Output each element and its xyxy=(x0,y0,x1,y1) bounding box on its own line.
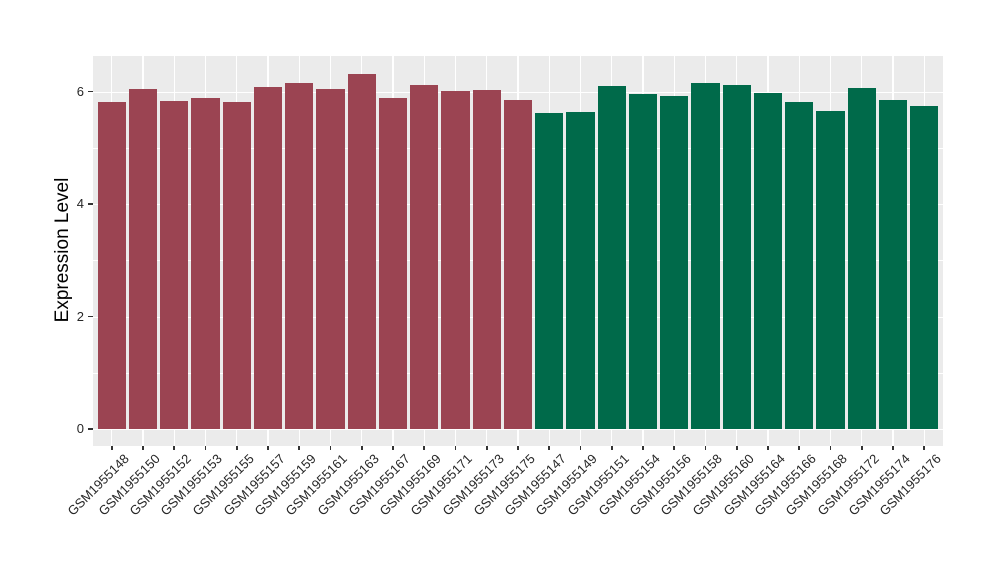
bar-GSM1955175 xyxy=(503,99,533,429)
x-tick-mark xyxy=(329,446,332,450)
bar-GSM1955169 xyxy=(410,84,439,429)
bar-GSM1955148 xyxy=(97,102,126,429)
x-tick-mark xyxy=(485,446,488,450)
bar-GSM1955160 xyxy=(722,85,751,429)
bar-GSM1955164 xyxy=(753,93,783,429)
bar-GSM1955161 xyxy=(316,89,345,429)
x-tick-mark xyxy=(892,446,894,450)
x-tick-mark xyxy=(767,446,769,450)
x-tick-mark xyxy=(298,446,301,450)
bar-GSM1955166 xyxy=(785,102,814,429)
y-tick-label: 6 xyxy=(76,83,84,99)
bar-GSM1955153 xyxy=(191,98,220,429)
x-tick-mark xyxy=(704,446,707,450)
x-tick-mark xyxy=(673,446,676,450)
bar-GSM1955149 xyxy=(566,111,595,429)
x-tick-mark xyxy=(110,446,113,450)
bar-GSM1955150 xyxy=(128,89,158,429)
x-tick-mark xyxy=(798,446,801,450)
x-tick-mark xyxy=(610,446,613,450)
bar-GSM1955168 xyxy=(816,110,845,429)
bar-GSM1955174 xyxy=(878,99,908,429)
x-tick-mark xyxy=(579,446,582,450)
y-tick-label: 0 xyxy=(76,421,84,436)
bar-GSM1955151 xyxy=(597,85,626,429)
bar-GSM1955159 xyxy=(285,82,314,429)
x-tick-mark xyxy=(735,446,738,450)
y-tick-mark-6 xyxy=(88,90,93,93)
x-tick-mark xyxy=(392,446,394,450)
bar-GSM1955155 xyxy=(222,101,251,429)
x-tick-mark xyxy=(142,446,144,450)
bar-GSM1955172 xyxy=(847,88,876,429)
x-tick-mark xyxy=(204,446,207,450)
x-tick-mark xyxy=(548,446,551,450)
x-tick-mark xyxy=(829,446,832,450)
y-tick-label: 2 xyxy=(76,308,84,324)
bar-GSM1955176 xyxy=(910,106,939,429)
x-tick-mark xyxy=(517,446,519,450)
bar-GSM1955158 xyxy=(691,82,720,429)
y-tick-label: 4 xyxy=(76,196,84,211)
plot-panel xyxy=(93,56,943,446)
x-tick-mark xyxy=(267,446,269,450)
x-tick-mark xyxy=(454,446,457,450)
bar-GSM1955154 xyxy=(628,94,658,429)
x-tick-mark xyxy=(860,446,863,450)
x-tick-mark xyxy=(923,446,926,450)
bar-GSM1955173 xyxy=(472,89,501,429)
y-tick-mark-0 xyxy=(88,428,93,430)
x-tick-mark xyxy=(642,446,644,450)
y-tick-mark-2 xyxy=(88,315,93,318)
bar-GSM1955156 xyxy=(660,96,689,429)
bar-GSM1955167 xyxy=(378,97,408,429)
bar-GSM1955152 xyxy=(160,101,189,429)
x-tick-mark xyxy=(173,446,176,450)
bar-GSM1955171 xyxy=(441,90,470,429)
x-tick-mark xyxy=(423,446,426,450)
bar-GSM1955147 xyxy=(535,113,564,429)
y-tick-mark-4 xyxy=(88,203,93,205)
x-tick-mark xyxy=(235,446,238,450)
bar-GSM1955157 xyxy=(253,87,283,429)
x-tick-mark xyxy=(360,446,363,450)
bar-GSM1955163 xyxy=(347,74,376,429)
